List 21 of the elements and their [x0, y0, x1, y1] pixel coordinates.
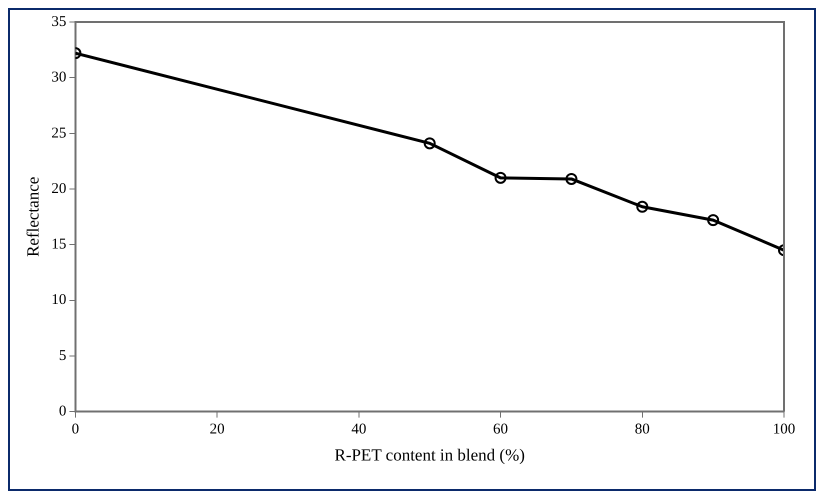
x-tick-label: 60 [493, 422, 508, 438]
point [424, 137, 436, 150]
y-tick-label: 5 [58, 348, 66, 364]
point [636, 200, 648, 213]
point [707, 214, 720, 226]
y-tick-label: 35 [51, 14, 66, 30]
y-tick-label: 10 [51, 292, 66, 308]
x-tick-label: 80 [634, 422, 650, 438]
x-tick-label: 20 [210, 422, 225, 438]
x-tick-label: 100 [772, 422, 796, 438]
y-axis-title: Reflectance [24, 176, 43, 257]
y-tick-label: 0 [58, 404, 66, 420]
y-tick-label: 15 [51, 236, 66, 253]
x-tick-label: 40 [351, 422, 366, 438]
y-tick-label: 25 [51, 125, 66, 142]
x-tick-label: 0 [72, 422, 80, 438]
y-tick-label: 20 [51, 180, 66, 197]
y-tick-label: 30 [51, 70, 66, 86]
point [494, 172, 507, 184]
point [565, 172, 578, 185]
x-axis-title: R-PET content in blend (%) [334, 445, 525, 464]
